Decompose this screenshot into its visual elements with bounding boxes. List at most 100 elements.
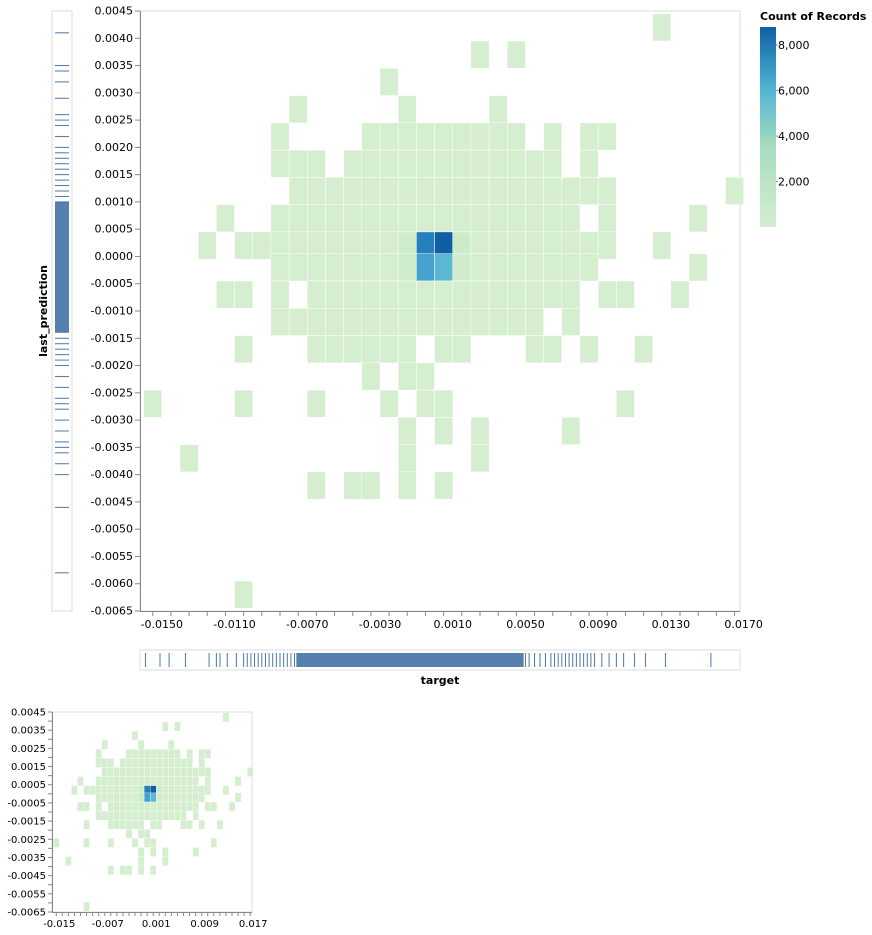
mini-y-tick-label: 0.0005 — [11, 780, 46, 791]
heatmap-cell — [470, 308, 490, 336]
mini-heatmap-cell — [168, 810, 175, 821]
heatmap-cell — [288, 204, 308, 233]
legend-tick-label: 4,000 — [778, 130, 810, 143]
heatmap-cell — [688, 253, 708, 282]
mini-heatmap-cell — [162, 801, 169, 812]
heatmap-cell — [525, 177, 544, 205]
mini-heatmap-cell — [186, 767, 193, 777]
mini-heatmap-cell — [198, 749, 205, 759]
mini-heatmap-cell — [83, 838, 90, 848]
heatmap-cell — [325, 253, 344, 282]
mini-heatmap-cell — [162, 758, 169, 768]
heatmap-cell — [543, 253, 563, 282]
y-tick-label: -0.0030 — [91, 414, 133, 427]
heatmap-cell — [361, 204, 381, 233]
mini-heatmap-cell — [198, 792, 205, 803]
mini-heatmap-cell — [131, 776, 139, 786]
heatmap-cell — [216, 280, 235, 309]
mini-heatmap-cell — [186, 801, 193, 812]
heatmap-cell — [507, 177, 526, 205]
heatmap-cell — [434, 253, 453, 282]
mini-heatmap-cell — [198, 758, 205, 768]
mini-heatmap-cell — [168, 801, 175, 812]
mini-heatmap-cell — [150, 865, 157, 875]
heatmap-cell — [597, 231, 617, 260]
x-tick-label: 0.0090 — [579, 618, 618, 631]
mini-heatmap-cell — [228, 801, 236, 812]
mini-heatmap-cell — [143, 767, 151, 777]
heatmap-cell — [470, 253, 490, 282]
heatmap-cell — [288, 95, 308, 124]
heatmap-cell — [270, 204, 290, 233]
color-legend: Count of Records 8,000 6,000 4,000 2,000 — [760, 10, 867, 227]
mini-heatmap-cell — [107, 801, 114, 812]
mini-heatmap-cell — [137, 801, 145, 812]
heatmap-cell — [307, 389, 326, 418]
mini-heatmap-cell — [131, 838, 139, 848]
heatmap-cell — [561, 308, 581, 336]
mini-heatmap-cell — [186, 758, 193, 768]
mini-heatmap-cell — [131, 792, 139, 803]
mini-heatmap-cell — [143, 801, 151, 812]
x-axis-title: target — [421, 674, 460, 687]
mini-x-tick-label: -0.007 — [92, 919, 124, 930]
heatmap-cell — [397, 417, 417, 445]
heatmap-cell — [325, 308, 344, 336]
mini-heatmap-cell — [83, 801, 90, 812]
heatmap-cell — [307, 177, 326, 205]
x-tick-label: 0.0130 — [652, 618, 691, 631]
heatmap-cell — [507, 280, 526, 309]
heatmap-cell — [561, 253, 581, 282]
heatmap-cell — [325, 204, 344, 233]
mini-y-tick-label: -0.0005 — [7, 798, 46, 809]
mini-heatmap-cell — [162, 810, 169, 821]
mini-heatmap-cell — [204, 785, 211, 795]
heatmap-cell — [288, 149, 308, 178]
mini-y-tick-label: -0.0025 — [7, 835, 46, 846]
mini-heatmap-cell — [131, 801, 139, 812]
heatmap-cell — [397, 471, 417, 500]
heatmap-cell — [434, 471, 453, 500]
heatmap-cell — [343, 253, 363, 282]
y-tick-label: -0.0020 — [91, 359, 133, 372]
heatmap-cell — [452, 335, 472, 364]
heatmap-cell — [470, 417, 490, 445]
x-marginal-strip — [139, 649, 741, 671]
mini-heatmap-cell — [137, 820, 145, 830]
heatmap-cell — [579, 149, 599, 178]
heatmap-cell — [488, 280, 508, 309]
heatmap-cell — [452, 177, 472, 205]
heatmap-cell — [579, 122, 599, 151]
heatmap-cell — [379, 335, 399, 364]
mini-heatmap-cell — [107, 776, 114, 786]
y-tick-label: 0.0030 — [95, 86, 134, 99]
heatmap-cell — [488, 149, 508, 178]
mini-heatmap-cell — [180, 810, 187, 821]
heatmap-cell — [307, 149, 326, 178]
mini-heatmap-cell — [101, 767, 108, 777]
mini-heatmap-cell — [150, 810, 157, 821]
mini-heatmap-cell — [156, 810, 163, 821]
heatmap-cell — [470, 149, 490, 178]
mini-heatmap-cell — [113, 801, 121, 812]
heatmap-cell — [234, 335, 253, 364]
mini-heatmap-cell — [168, 740, 175, 750]
heatmap-cell — [270, 122, 290, 151]
heatmap-cell — [543, 280, 563, 309]
mini-heatmap-cell — [119, 801, 127, 812]
heatmap-cell — [234, 280, 253, 309]
heatmap-cell — [307, 308, 326, 336]
y-tick-label: 0.0040 — [95, 32, 134, 45]
heatmap-cell — [652, 13, 672, 42]
mini-heatmap-cell — [83, 820, 90, 830]
heatmap-cell — [488, 253, 508, 282]
mini-heatmap-cell — [137, 810, 145, 821]
y-tick-label: 0.0015 — [95, 168, 134, 181]
heatmap-cell — [343, 308, 363, 336]
mini-heatmap-cell — [222, 785, 230, 795]
mini-heatmap-cell — [168, 749, 175, 759]
heatmap-cell — [488, 177, 508, 205]
mini-heatmap-cell — [168, 767, 175, 777]
x-tick-label: -0.0110 — [213, 618, 255, 631]
